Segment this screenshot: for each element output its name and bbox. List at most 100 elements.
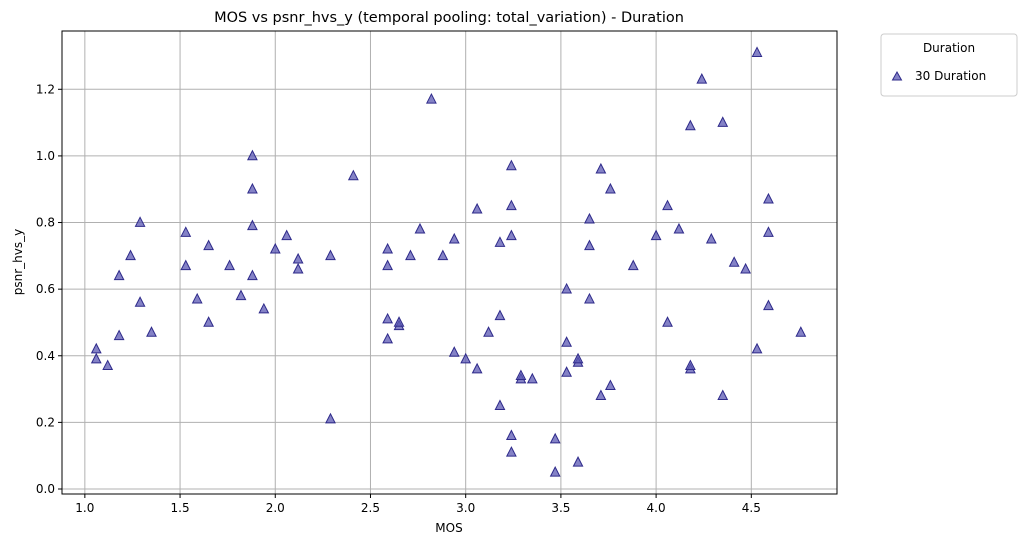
data-point-marker xyxy=(561,366,573,377)
data-point-marker xyxy=(203,239,215,251)
data-point-marker xyxy=(673,222,685,234)
data-point-marker xyxy=(146,326,157,337)
data-point-marker xyxy=(247,182,258,194)
data-point-marker xyxy=(448,346,460,357)
data-point-marker xyxy=(113,329,125,341)
data-point-marker xyxy=(382,259,394,271)
data-point-marker xyxy=(247,219,258,231)
data-point-marker xyxy=(505,446,517,457)
data-point-marker xyxy=(662,316,673,327)
data-point-marker xyxy=(696,72,708,84)
data-point-marker xyxy=(180,259,192,271)
data-point-marker xyxy=(584,292,595,304)
data-point-marker xyxy=(448,232,460,244)
data-point-marker xyxy=(134,296,146,307)
data-point-marker xyxy=(684,359,696,371)
data-point-marker xyxy=(763,299,774,311)
data-point-marker xyxy=(191,292,203,304)
data-point-marker xyxy=(382,242,394,254)
data-point-marker xyxy=(572,456,584,467)
data-point-marker xyxy=(258,302,270,314)
data-point-marker xyxy=(382,312,394,324)
grid-lines xyxy=(62,31,837,494)
legend-title: Duration xyxy=(923,41,975,55)
data-point-marker xyxy=(483,326,494,337)
x-tick-label: 2.5 xyxy=(361,501,380,515)
x-tick-label: 1.0 xyxy=(75,501,94,515)
x-tick-label: 3.0 xyxy=(456,501,475,515)
data-point-marker xyxy=(180,226,192,237)
data-point-marker xyxy=(437,249,449,261)
data-point-marker xyxy=(561,336,573,347)
legend: Duration 30 Duration xyxy=(880,33,1018,97)
data-point-marker xyxy=(494,309,506,321)
data-point-marker xyxy=(247,269,258,281)
data-point-marker xyxy=(763,192,774,204)
data-point-marker xyxy=(494,399,506,411)
data-point-marker xyxy=(515,369,527,381)
data-point-marker xyxy=(460,352,472,364)
data-point-marker xyxy=(662,199,673,211)
data-point-marker xyxy=(526,372,538,384)
x-tick-label: 3.5 xyxy=(551,501,570,515)
plot-area-frame xyxy=(61,30,838,495)
data-point-marker xyxy=(90,342,102,354)
data-point-marker xyxy=(292,252,304,264)
legend-marker-icon xyxy=(891,70,903,81)
data-point-marker xyxy=(728,256,740,267)
data-point-marker xyxy=(584,239,595,251)
data-point-marker xyxy=(405,249,416,261)
data-point-marker xyxy=(382,332,394,344)
data-point-marker xyxy=(650,229,662,241)
data-point-marker xyxy=(717,389,729,401)
x-tick-label: 4.5 xyxy=(742,501,761,515)
data-point-marker xyxy=(595,389,607,401)
data-point-marker xyxy=(471,202,483,214)
data-point-marker xyxy=(505,159,517,171)
data-point-marker xyxy=(414,222,426,234)
data-point-marker xyxy=(795,326,807,337)
data-point-marker xyxy=(325,249,336,261)
data-point-marker xyxy=(269,242,281,254)
data-point-marker xyxy=(505,199,517,211)
x-axis-label: MOS xyxy=(435,521,462,535)
data-point-marker xyxy=(751,342,763,354)
x-tick-label: 4.0 xyxy=(647,501,666,515)
data-point-marker xyxy=(684,119,696,131)
data-point-marker xyxy=(235,289,247,301)
y-tick-label: 0.4 xyxy=(36,349,55,363)
data-point-marker xyxy=(549,466,561,477)
data-point-marker xyxy=(751,46,763,57)
legend-box xyxy=(880,33,1018,97)
y-axis-label: psnr_hvs_y xyxy=(11,229,25,295)
data-point-marker xyxy=(292,262,304,274)
data-point-marker xyxy=(740,262,752,274)
y-tick-label: 1.2 xyxy=(36,82,55,96)
data-point-marker xyxy=(247,149,258,161)
data-point-marker xyxy=(347,169,359,181)
data-point-marker xyxy=(113,269,125,281)
data-point-marker xyxy=(561,282,573,294)
data-point-marker xyxy=(505,429,517,441)
chart-title: MOS vs psnr_hvs_y (temporal pooling: tot… xyxy=(214,10,684,26)
data-point-marker xyxy=(705,232,717,244)
data-point-marker xyxy=(604,379,616,391)
data-point-marker xyxy=(505,229,517,241)
data-point-marker xyxy=(102,359,114,371)
data-point-marker xyxy=(763,226,774,237)
data-point-marker xyxy=(134,216,146,227)
y-tick-label: 0.2 xyxy=(36,415,55,429)
x-tick-label: 2.0 xyxy=(266,501,285,515)
y-tick-label: 0.0 xyxy=(36,482,55,496)
data-point-marker xyxy=(595,162,607,174)
axis-ticks: 1.0 1.5 2.0 2.5 3.0 3.5 4.0 4.5 0.0 0.2 0.4 0.6 0.8 1… xyxy=(36,82,761,515)
data-point-marker xyxy=(494,236,506,247)
data-point-marker xyxy=(627,259,639,271)
data-points xyxy=(90,46,807,477)
data-point-marker xyxy=(393,316,405,327)
y-tick-label: 0.6 xyxy=(36,282,55,296)
data-point-marker xyxy=(572,352,584,364)
data-point-marker xyxy=(90,352,102,364)
